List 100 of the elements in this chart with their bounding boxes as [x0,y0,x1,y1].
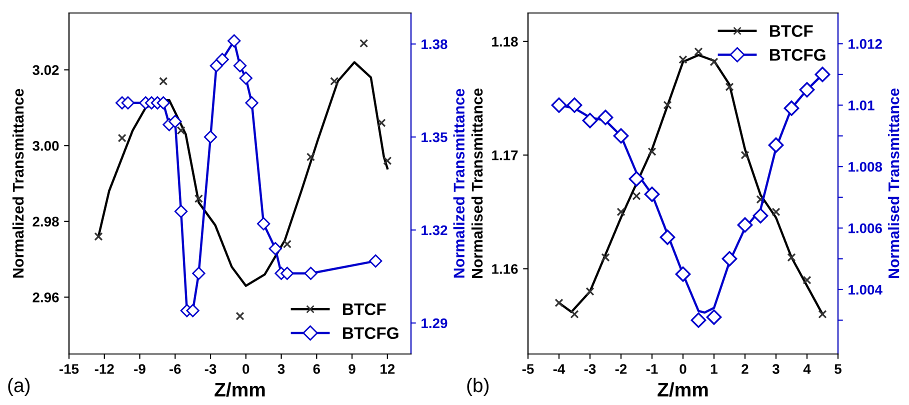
y-axis-title: Normalised Transmittance [471,88,483,278]
x-axis-title: Z/mm [214,382,265,397]
point [383,156,392,166]
x-tick-label: -9 [134,364,146,374]
x-tick-label: 2 [742,364,748,374]
x-tick-label: 0 [242,364,250,374]
y2-tick-label: 1.004 [848,284,882,295]
point [228,34,241,48]
x-tick-label: -12 [94,364,114,374]
point [752,208,768,224]
point [330,76,339,86]
point [360,39,368,48]
point [554,298,564,308]
point [369,254,382,268]
text: (a) [8,378,30,396]
x-tick-label: 5 [834,364,842,374]
point [802,276,812,284]
legend-label: BTCF [343,303,386,316]
x-tick-label: 3 [278,364,285,374]
x-tick-label: 0 [680,364,686,374]
point [233,59,247,72]
point [239,72,252,85]
point [799,82,815,98]
y2-tick-label: 1.32 [422,225,448,236]
x-tick-label: 12 [380,364,395,374]
x-tick-label: -4 [553,364,566,374]
point [814,66,830,82]
y2-tick-label: 1.01 [848,100,874,110]
point [737,217,753,233]
y-tick-label: 1.17 [492,150,518,160]
x-tick-label: -15 [60,364,79,374]
point [772,208,780,216]
legend-label: BTCF [770,25,813,37]
y-axis-title: Normalized Transmittance [12,88,24,278]
point [156,96,170,110]
point [710,58,718,66]
y2-tick-label: 1.012 [848,39,882,49]
point [675,266,691,282]
y-tick-label: 3.00 [32,140,59,151]
point [722,251,738,266]
point [118,134,126,142]
y2-axis-title: Normalised Transmittance [888,88,900,278]
point [818,310,827,319]
x-tick-label: 1 [711,364,718,374]
point [756,195,765,204]
point [570,310,579,319]
y-tick-label: 1.16 [492,264,518,274]
line-series [97,61,389,287]
point [582,112,598,128]
y-tick-label: 2.98 [32,216,59,227]
x-tick-label: -1 [646,364,658,374]
point [194,194,204,203]
y2-tick-label: 1.38 [422,39,448,50]
y2-axis-title: Normalized Transmittance [453,88,465,278]
point [660,230,676,245]
point [304,266,318,280]
point [236,312,244,320]
point [94,232,103,241]
point [784,100,800,116]
x-tick-label: -2 [615,364,627,374]
point [176,126,186,135]
point [306,152,316,162]
x-tick-label: 6 [313,364,320,374]
point [280,266,294,280]
point [257,217,270,230]
point [216,52,229,66]
point [678,55,688,64]
point [551,97,567,113]
point [566,97,582,113]
point [644,186,660,202]
x-tick-label: -5 [522,364,534,374]
point [601,253,610,262]
point [598,110,614,126]
point [121,96,135,110]
point [174,204,188,218]
point [694,47,703,56]
point [245,96,258,110]
point [204,130,218,144]
point [268,242,282,256]
point [690,312,706,328]
point [725,82,734,92]
point [613,128,629,144]
y2-tick-label: 1.29 [422,318,448,328]
y-tick-label: 1.18 [492,36,518,47]
x-axis-title: Z/mm [658,382,708,397]
legend-label: BTCFG [343,327,398,340]
point [706,309,722,325]
point [628,171,644,187]
point [787,253,796,262]
y-tick-label: 2.96 [32,292,59,302]
x-tick-label: -3 [204,364,216,374]
point [632,192,641,200]
point [282,240,292,248]
point [159,76,168,86]
x-tick-label: -6 [170,364,181,374]
point [586,287,594,296]
point [663,100,672,110]
y2-tick-label: 1.35 [422,132,448,142]
point [768,137,784,153]
y-tick-label: 3.02 [32,65,59,76]
